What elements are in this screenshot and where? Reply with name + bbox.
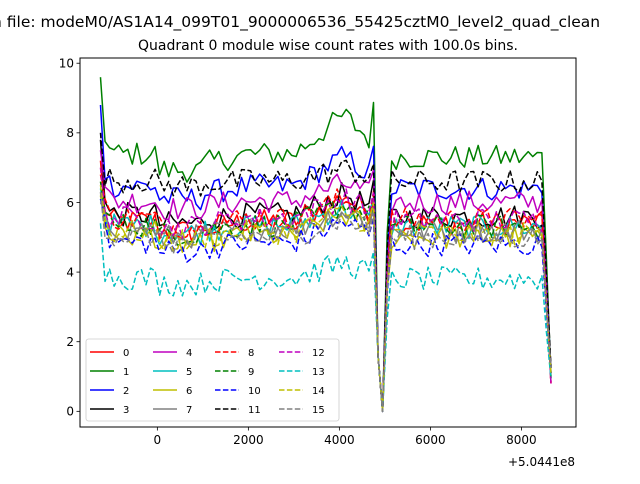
legend-label-10: 10	[248, 386, 261, 397]
legend-label-4: 4	[186, 348, 192, 359]
axes-frame	[79, 57, 577, 428]
series-line-9	[99, 181, 552, 413]
x-tick-label: 0	[154, 433, 162, 447]
x-tick-label: 6000	[415, 433, 446, 447]
legend-label-9: 9	[248, 367, 254, 378]
chart-title: Quadrant 0 module wise count rates with …	[138, 38, 518, 54]
series-line-8	[99, 174, 552, 413]
legend-label-3: 3	[123, 405, 129, 416]
y-tick-label: 2	[66, 335, 74, 349]
y-tick-label: 0	[66, 405, 74, 419]
series-line-12	[99, 167, 552, 413]
series-line-2	[99, 104, 552, 413]
legend-label-14: 14	[312, 386, 325, 397]
series-lines	[99, 77, 552, 413]
x-tick-label: 2000	[233, 433, 264, 447]
series-line-4	[99, 150, 552, 413]
x-tick-label: 4000	[324, 433, 355, 447]
legend-label-7: 7	[186, 405, 192, 416]
legend-label-6: 6	[186, 386, 192, 397]
legend-label-15: 15	[312, 405, 325, 416]
legend-label-8: 8	[248, 348, 254, 359]
legend-label-0: 0	[123, 348, 129, 359]
x-offset-label: +5.0441e8	[508, 455, 575, 469]
legend-box	[85, 338, 340, 422]
legend-label-1: 1	[123, 367, 129, 378]
figure-suptitle: n file: modeM0/AS1A14_099T01_9000006536_…	[0, 13, 600, 32]
series-line-1	[99, 77, 552, 413]
y-tick-label: 4	[66, 265, 74, 279]
legend-label-5: 5	[186, 367, 192, 378]
y-tick-label: 10	[59, 57, 74, 71]
series-line-10	[99, 198, 552, 413]
x-tick-label: 8000	[506, 433, 537, 447]
legend-label-13: 13	[312, 367, 325, 378]
legend-label-12: 12	[312, 348, 325, 359]
legend-label-2: 2	[123, 386, 129, 397]
y-tick-label: 6	[66, 196, 74, 210]
series-line-11	[99, 132, 552, 413]
y-tick-label: 8	[66, 126, 74, 140]
series-line-13	[99, 223, 552, 413]
legend-label-11: 11	[248, 405, 261, 416]
